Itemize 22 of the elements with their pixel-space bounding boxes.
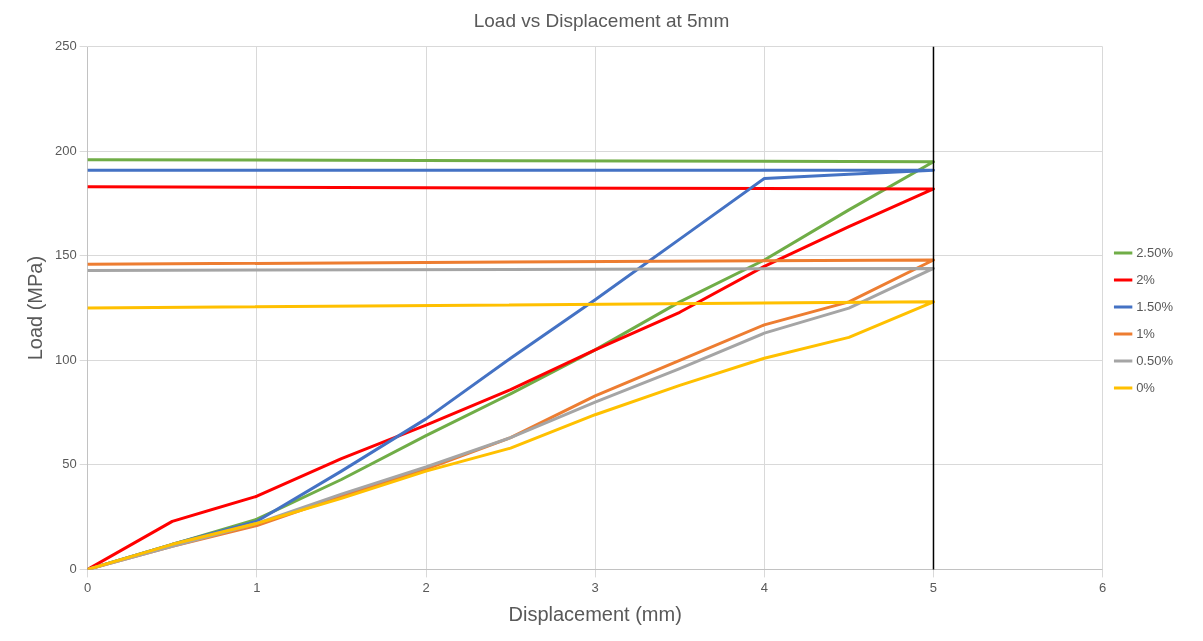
x-tick-label: 5 — [929, 579, 938, 595]
legend-label: 1% — [1136, 325, 1156, 341]
x-tick-label: 2 — [422, 579, 430, 595]
y-tick-label: 0 — [69, 560, 77, 576]
legend-label: 0.50% — [1136, 352, 1174, 368]
y-tick-label: 250 — [54, 38, 77, 54]
x-tick-label: 0 — [84, 579, 92, 595]
chart-title: Load vs Displacement at 5mm — [473, 9, 730, 31]
legend-label: 0% — [1136, 379, 1156, 395]
x-tick-label: 3 — [591, 579, 599, 595]
x-axis-title: Displacement (mm) — [508, 602, 682, 625]
x-tick-label: 1 — [253, 579, 261, 595]
y-tick-label: 200 — [54, 142, 77, 158]
x-tick-label: 4 — [760, 579, 768, 595]
legend-label: 1.50% — [1136, 298, 1174, 314]
y-tick-label: 50 — [62, 456, 77, 472]
y-tick-label: 150 — [54, 247, 77, 263]
x-tick-label: 6 — [1099, 579, 1107, 595]
legend-label: 2.50% — [1136, 244, 1174, 260]
y-axis-title: Load (MPa) — [23, 255, 46, 361]
y-tick-label: 100 — [54, 351, 77, 367]
legend-label: 2% — [1136, 271, 1156, 287]
